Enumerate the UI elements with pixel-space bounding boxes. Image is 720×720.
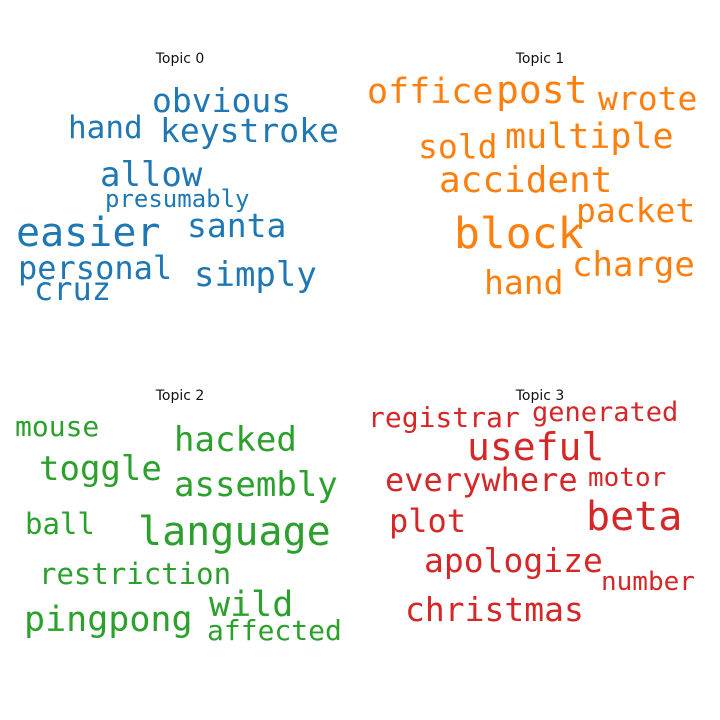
- topic-title: Topic 2: [155, 388, 205, 404]
- word: hacked: [174, 420, 297, 460]
- word: motor: [588, 463, 667, 493]
- word: sold: [418, 127, 498, 166]
- word: apologize: [424, 541, 603, 580]
- topic-0-wordcloud: Topic 0 obvious hand keystroke allow pre…: [0, 0, 360, 360]
- word: presumably: [105, 185, 250, 213]
- word: wrote: [598, 79, 698, 118]
- word: multiple: [505, 117, 674, 157]
- topic-3-wordcloud: Topic 3 registrar generated useful every…: [360, 337, 720, 697]
- word: ball: [25, 507, 95, 541]
- word: hand: [68, 110, 143, 146]
- word: everywhere: [385, 461, 578, 499]
- word: keystroke: [160, 111, 339, 150]
- word: christmas: [405, 590, 584, 629]
- topic-title: Topic 1: [515, 51, 565, 67]
- topic-1-wordcloud: Topic 1 office post wrote sold multiple …: [360, 0, 720, 360]
- word: santa: [187, 206, 287, 245]
- topic-title: Topic 0: [155, 51, 205, 67]
- word: beta: [586, 494, 683, 540]
- word: hand: [484, 263, 564, 302]
- word: easier: [16, 210, 161, 256]
- word: restriction: [39, 557, 232, 591]
- topic-2-wordcloud: Topic 2 mouse hacked toggle assembly bal…: [0, 337, 360, 697]
- word: mouse: [15, 410, 100, 443]
- word: registrar: [368, 401, 520, 434]
- word: pingpong: [24, 600, 193, 640]
- word: assembly: [174, 465, 338, 505]
- word: block: [454, 209, 584, 259]
- word: wild: [209, 585, 294, 625]
- word: office: [367, 72, 494, 112]
- word: accident: [439, 160, 613, 201]
- word: plot: [389, 502, 467, 540]
- word: number: [601, 567, 695, 597]
- topic-title: Topic 3: [515, 388, 565, 404]
- word: generated: [532, 397, 679, 428]
- word: charge: [572, 245, 695, 285]
- word: packet: [576, 191, 696, 230]
- word: post: [496, 68, 588, 112]
- word: useful: [467, 425, 605, 469]
- word: affected: [207, 614, 342, 647]
- word: simply: [194, 255, 317, 295]
- word: allow: [100, 155, 203, 195]
- word: obvious: [152, 81, 292, 120]
- word: cruz: [34, 270, 112, 308]
- word: personal: [18, 249, 173, 287]
- word: toggle: [39, 449, 162, 489]
- word: language: [138, 509, 331, 555]
